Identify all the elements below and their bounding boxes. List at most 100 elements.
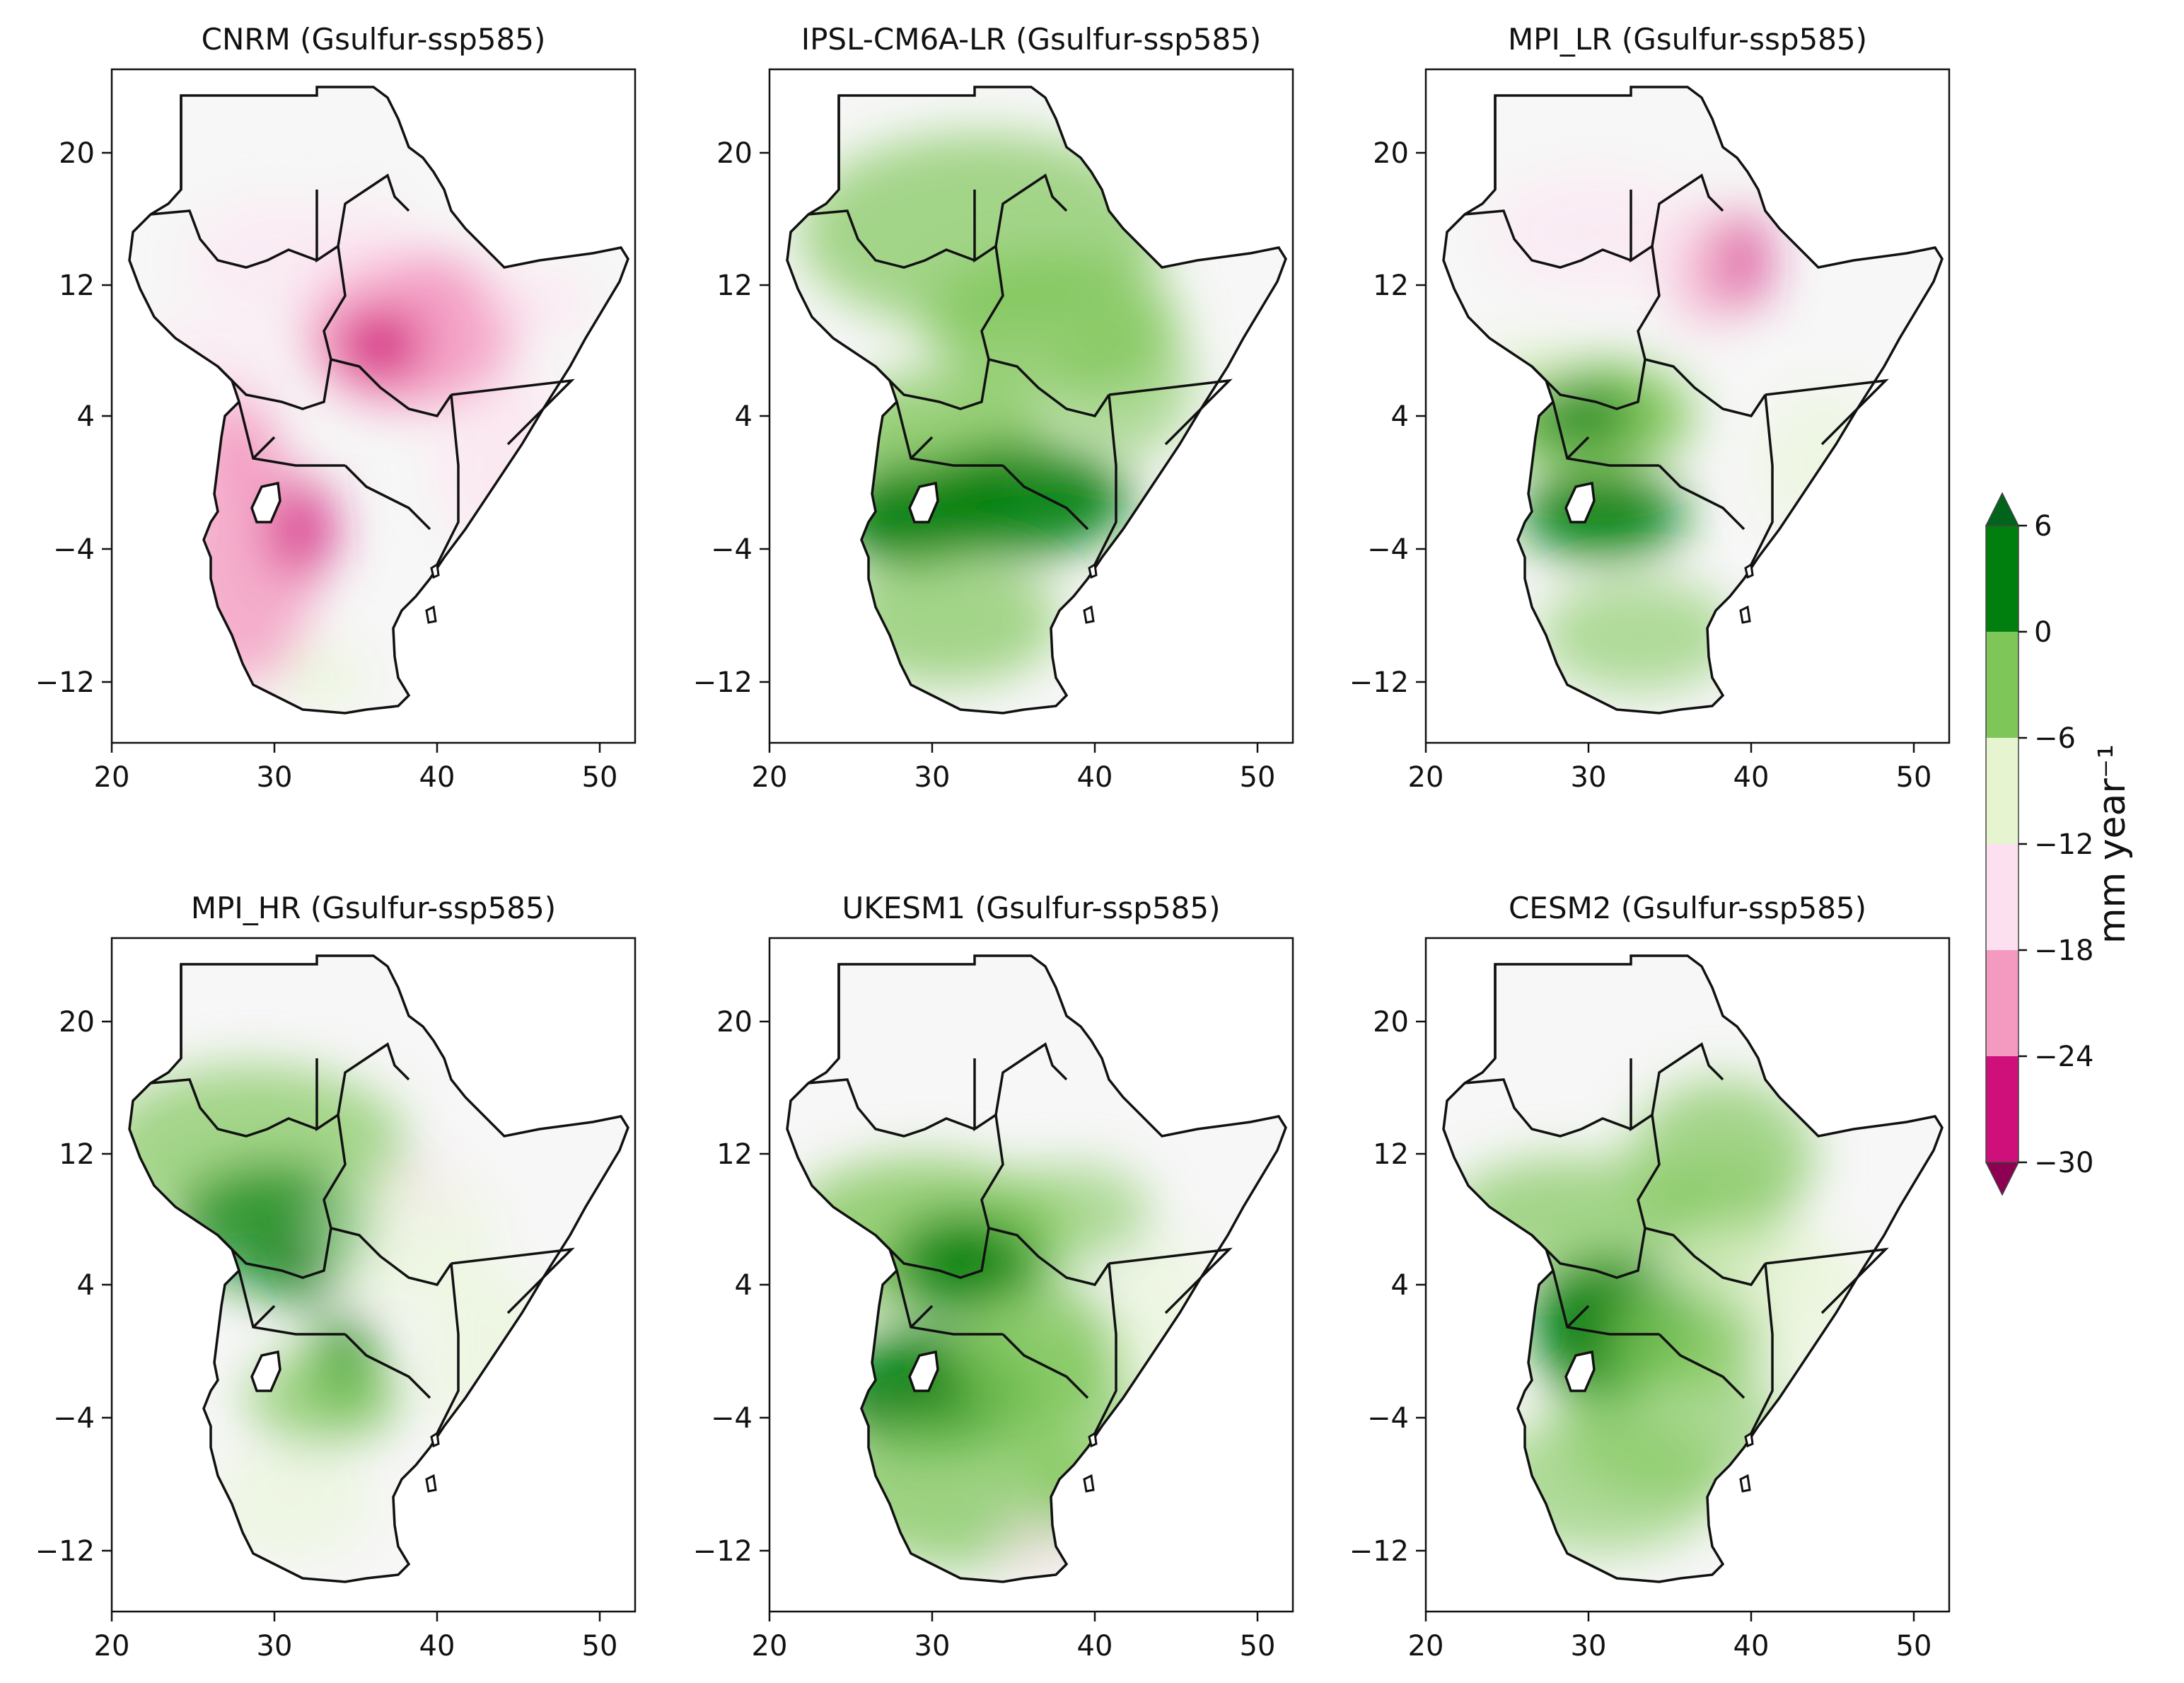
- x-tick-label: 30: [1571, 761, 1607, 794]
- panels-layer: CNRM (Gsulfur-ssp585)20 30 40 5020124−4−12I…: [35, 22, 1951, 1662]
- country-border: [973, 173, 1068, 263]
- x-tick-label: 20: [94, 761, 130, 794]
- country-border: [1464, 1078, 1632, 1138]
- axes-frame: [768, 68, 1294, 744]
- country-border: [808, 209, 975, 269]
- y-tick-label: −12: [1349, 666, 1409, 699]
- x-tick-label: 50: [1896, 1630, 1932, 1662]
- field-anomaly: [204, 1447, 373, 1561]
- y-tick-label: 20: [1373, 137, 1409, 170]
- y-tick-label: 12: [716, 270, 753, 302]
- colorbar-tick-label: −6: [2034, 722, 2076, 755]
- map-panel: IPSL-CM6A-LR (Gsulfur-ssp585) 20 30 40 50 20 1…: [693, 22, 1294, 794]
- y-tick-label: −4: [1367, 1402, 1409, 1435]
- country-border: [1630, 173, 1724, 263]
- field-anomaly: [1539, 579, 1737, 692]
- y-tick-label: 12: [1373, 270, 1409, 302]
- x-tick-label: 30: [1571, 1630, 1607, 1662]
- x-tick-label: 30: [257, 761, 293, 794]
- country-border: [1765, 1247, 1889, 1314]
- panel-title: MPI_LR (Gsulfur-ssp585): [1508, 22, 1867, 57]
- country-border: [1464, 209, 1632, 269]
- y-tick-label: 4: [77, 1269, 95, 1302]
- country-border: [216, 359, 332, 410]
- colorbar-segment: [1986, 1056, 2019, 1162]
- x-tick-label: 50: [1240, 761, 1276, 794]
- field-anomaly: [281, 649, 366, 706]
- y-tick-label: −12: [1349, 1535, 1409, 1568]
- axes-frame: [1424, 68, 1951, 744]
- country-border: [238, 1270, 345, 1336]
- y-tick-label: 4: [77, 400, 95, 433]
- country-border: [436, 394, 460, 565]
- country-border: [1765, 378, 1889, 446]
- x-tick-label: 30: [914, 761, 951, 794]
- x-tick-label: 40: [1077, 761, 1113, 794]
- island-outline: [1739, 562, 1754, 624]
- colorbar-extend-high: [1985, 492, 2020, 526]
- field-anomaly: [190, 204, 359, 317]
- y-tick-label: 4: [1391, 1269, 1409, 1302]
- y-tick-label: 20: [59, 1006, 95, 1039]
- colorbar-segment: [1986, 526, 2019, 632]
- country-border: [1530, 1227, 1646, 1279]
- country-border: [1001, 464, 1089, 531]
- country-border: [344, 1333, 431, 1399]
- country-border: [895, 1270, 1003, 1336]
- country-border: [1108, 378, 1233, 446]
- y-tick-label: 12: [716, 1138, 753, 1171]
- field-anomaly: [1716, 211, 1772, 310]
- country-border: [344, 464, 431, 531]
- country-border: [1566, 436, 1590, 460]
- field-anomaly: [409, 253, 465, 338]
- country-border: [980, 1114, 1110, 1286]
- x-tick-label: 20: [1408, 761, 1444, 794]
- panel-title: IPSL-CM6A-LR (Gsulfur-ssp585): [801, 22, 1262, 57]
- colorbar-label: mm year⁻¹: [2091, 744, 2134, 944]
- colorbar-tick-label: −24: [2034, 1041, 2093, 1073]
- country-border: [1530, 359, 1646, 410]
- x-tick-label: 50: [582, 761, 618, 794]
- colorbar-segment: [1986, 950, 2019, 1056]
- country-border: [238, 401, 345, 467]
- field-anomaly: [1659, 1214, 1843, 1313]
- country-border: [323, 245, 453, 417]
- y-tick-label: −4: [711, 533, 753, 566]
- country-border: [1658, 1333, 1746, 1399]
- field-anomaly: [1052, 317, 1194, 458]
- x-tick-label: 20: [1408, 1630, 1444, 1662]
- country-border: [150, 1078, 318, 1138]
- field-anomaly: [480, 274, 593, 331]
- x-tick-label: 40: [419, 1630, 455, 1662]
- country-border: [1093, 394, 1117, 565]
- country-border: [874, 359, 990, 410]
- country-border: [1630, 1042, 1724, 1132]
- colorbar-segment: [1986, 738, 2019, 844]
- x-tick-label: 50: [1240, 1630, 1276, 1662]
- country-border: [1658, 464, 1746, 531]
- country-border: [216, 1227, 332, 1279]
- country-border: [252, 436, 276, 460]
- country-border: [910, 436, 934, 460]
- country-border: [1566, 1305, 1590, 1329]
- x-tick-label: 20: [94, 1630, 130, 1662]
- lake-outline: [908, 481, 939, 524]
- y-tick-label: 4: [1391, 400, 1409, 433]
- country-border: [910, 1305, 934, 1329]
- y-tick-label: 12: [1373, 1138, 1409, 1171]
- y-tick-label: 4: [735, 400, 753, 433]
- lake-outline: [1564, 481, 1596, 524]
- country-border: [451, 1247, 575, 1314]
- panel-title: MPI_HR (Gsulfur-ssp585): [191, 891, 556, 925]
- map-panel: UKESM1 (Gsulfur-ssp585) 20 30 40 50 20 12 4 −4 −1…: [693, 891, 1294, 1662]
- y-tick-label: −4: [1367, 533, 1409, 566]
- colorbar-tick-label: 6: [2034, 510, 2052, 543]
- x-tick-label: 30: [914, 1630, 951, 1662]
- y-tick-label: −4: [711, 1402, 753, 1435]
- country-border: [1093, 1263, 1117, 1434]
- country-border: [436, 1263, 460, 1434]
- country-border: [808, 1078, 975, 1138]
- x-tick-label: 20: [752, 1630, 788, 1662]
- x-tick-label: 40: [1733, 1630, 1770, 1662]
